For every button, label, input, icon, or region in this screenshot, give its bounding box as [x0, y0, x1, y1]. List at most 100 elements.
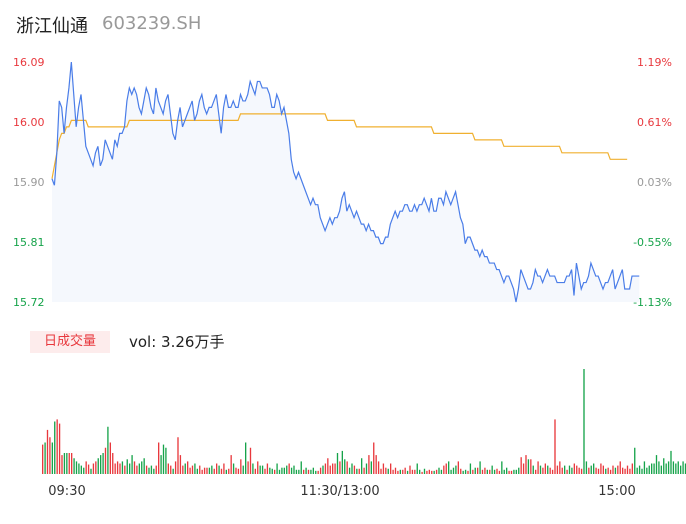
volume-bar: [182, 465, 184, 474]
volume-bar: [448, 461, 450, 474]
volume-bar: [559, 461, 561, 474]
volume-bar: [506, 467, 508, 474]
volume-bar: [141, 461, 143, 474]
volume-bar: [643, 461, 646, 474]
volume-bar: [295, 469, 298, 474]
volume-bar: [426, 470, 428, 474]
volume-bar: [356, 468, 358, 474]
price-tick-label: 15.90: [13, 176, 45, 189]
volume-bar: [638, 465, 641, 474]
volume-bar: [619, 461, 621, 474]
volume-bar: [677, 461, 679, 474]
volume-bar: [566, 469, 568, 474]
volume-bar: [148, 467, 150, 474]
volume-bar: [261, 465, 264, 474]
volume-bar: [114, 463, 116, 474]
volume-bar: [667, 461, 670, 474]
volume-bar: [66, 453, 68, 474]
volume-bar: [153, 468, 155, 474]
volume-bar: [232, 463, 235, 474]
volume-bar: [303, 469, 305, 474]
volume-bar: [332, 463, 334, 474]
volume-bar: [590, 465, 592, 474]
volume-bar: [341, 450, 343, 474]
volume-bar: [539, 465, 542, 474]
volume-bar: [78, 463, 80, 474]
volume-bar: [126, 459, 128, 474]
volume-bar: [658, 461, 660, 474]
volume-bar: [201, 469, 203, 474]
time-tick-label: 15:00: [598, 484, 635, 499]
volume-bar: [464, 469, 467, 474]
volume-bar: [51, 442, 53, 474]
volume-bar: [136, 465, 138, 474]
volume-bar: [288, 463, 290, 474]
volume-bar: [450, 469, 452, 474]
volume-bar: [481, 469, 484, 474]
volume-bar: [85, 461, 87, 474]
volume-bar: [307, 469, 310, 474]
volume-bar: [416, 463, 418, 474]
volume-bar: [443, 465, 445, 474]
volume-bar: [385, 467, 387, 474]
percent-tick-label: -1.13%: [633, 296, 672, 309]
volume-bar: [112, 453, 114, 474]
volume-bar: [102, 453, 104, 474]
volume-bar: [281, 467, 283, 474]
volume-bar: [266, 463, 269, 474]
volume-bar: [63, 453, 66, 474]
volume-bar: [508, 470, 510, 474]
volume-bar: [498, 470, 501, 474]
volume-bar: [544, 463, 546, 474]
volume-bar: [131, 455, 133, 474]
volume-bar: [162, 444, 165, 474]
volume-bar: [83, 467, 85, 474]
volume-bar: [254, 468, 256, 474]
volume-bar: [121, 461, 124, 474]
volume-bar: [271, 468, 273, 474]
volume-bar: [549, 467, 551, 474]
volume-bar: [259, 465, 261, 474]
volume-bar: [382, 463, 385, 474]
volume-bar: [651, 463, 653, 474]
stock-name: 浙江仙通: [16, 16, 88, 37]
volume-bar: [324, 463, 327, 474]
volume-bar: [484, 467, 486, 474]
volume-bar: [515, 469, 517, 474]
volume-bar: [334, 463, 336, 474]
price-line: [51, 61, 640, 303]
volume-bar: [247, 461, 249, 474]
volume-bar: [150, 465, 153, 474]
volume-badge[interactable]: 日成交量: [30, 331, 110, 353]
volume-bar: [187, 461, 189, 474]
volume-bar: [46, 429, 49, 474]
volume-bar: [431, 470, 433, 474]
volume-bar: [629, 468, 631, 474]
avg-price-line: [51, 113, 628, 179]
volume-bar: [588, 467, 590, 474]
volume-bar: [387, 468, 389, 474]
volume-bar: [189, 467, 191, 474]
volume-bar: [344, 459, 346, 474]
volume-bar: [174, 461, 177, 474]
volume-bar: [298, 469, 300, 474]
volume-bar: [358, 468, 360, 474]
volume-bar: [595, 467, 597, 474]
volume-bar: [571, 467, 573, 474]
volume-bar: [95, 461, 97, 474]
volume-bar: [377, 461, 380, 474]
volume-bar: [682, 461, 684, 474]
volume-bar: [220, 468, 223, 474]
volume-bar: [49, 437, 51, 474]
volume-bar: [211, 465, 213, 474]
volume-bar: [206, 467, 208, 474]
volume-bar: [56, 419, 58, 474]
volume-bar: [547, 465, 549, 474]
volume-bar: [158, 442, 160, 474]
volume-bar: [597, 468, 600, 474]
volume-bar: [513, 469, 515, 474]
volume-bar: [133, 461, 136, 474]
volume-bar: [486, 469, 488, 474]
volume-bar: [252, 463, 254, 474]
volume-bar: [58, 423, 61, 474]
